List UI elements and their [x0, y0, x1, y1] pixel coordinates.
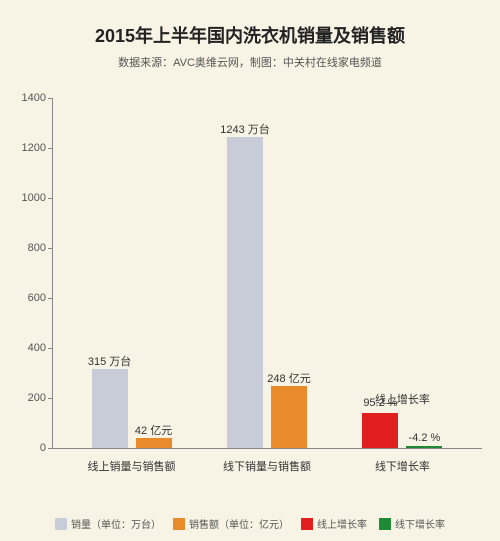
- legend-item: 线下增长率: [379, 516, 445, 531]
- legend-swatch: [301, 518, 313, 530]
- legend-text: 销售额（单位：亿元）: [189, 520, 289, 531]
- category-label: 线上销量与销售额: [88, 448, 176, 474]
- y-axis: [52, 98, 53, 448]
- category-label: 线下增长率: [375, 448, 430, 474]
- bar: [406, 446, 442, 449]
- bar: [271, 386, 307, 448]
- legend-swatch: [379, 518, 391, 530]
- y-tick-mark: [48, 298, 52, 299]
- legend-item: 线上增长率: [301, 516, 367, 531]
- bar-value-label: 248 亿元: [267, 370, 310, 386]
- legend: 销量（单位：万台） 销售额（单位：亿元） 线上增长率 线下增长率: [0, 516, 500, 531]
- plot-area: 0200400600800100012001400线上销量与销售额315 万台4…: [52, 98, 482, 448]
- y-tick-mark: [48, 148, 52, 149]
- bar: [136, 438, 172, 449]
- bar: [92, 369, 128, 448]
- y-tick-mark: [48, 98, 52, 99]
- y-tick-mark: [48, 248, 52, 249]
- y-tick-mark: [48, 348, 52, 349]
- bar-value-label: 42 亿元: [135, 422, 172, 438]
- bar-value-label: 95.2 %: [363, 397, 397, 409]
- legend-text: 线上增长率: [317, 520, 367, 531]
- y-tick-mark: [48, 398, 52, 399]
- y-tick-mark: [48, 198, 52, 199]
- chart-title: 2015年上半年国内洗衣机销量及销售额: [0, 0, 500, 48]
- legend-text: 线下增长率: [395, 520, 445, 531]
- category-label: 线下销量与销售额: [223, 448, 311, 474]
- y-tick-mark: [48, 448, 52, 449]
- chart-container: 2015年上半年国内洗衣机销量及销售额 数据来源：AVC奥维云网，制图：中关村在…: [0, 0, 500, 541]
- legend-text: 销量（单位：万台）: [71, 520, 161, 531]
- bar-value-label: 1243 万台: [220, 121, 270, 137]
- legend-swatch: [173, 518, 185, 530]
- legend-item: 销量（单位：万台）: [55, 516, 161, 531]
- bar: [227, 137, 263, 448]
- legend-swatch: [55, 518, 67, 530]
- bar: [362, 413, 398, 448]
- chart-subtitle: 数据来源：AVC奥维云网，制图：中关村在线家电频道: [0, 54, 500, 70]
- bar-value-label: -4.2 %: [409, 432, 441, 444]
- bar-value-label: 315 万台: [88, 353, 131, 369]
- legend-item: 销售额（单位：亿元）: [173, 516, 289, 531]
